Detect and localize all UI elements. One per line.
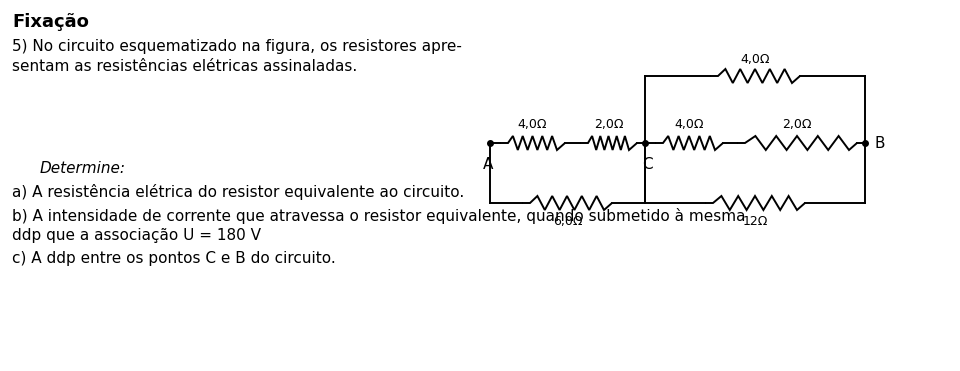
Text: A: A [483, 157, 493, 172]
Text: B: B [875, 135, 885, 151]
Text: 5) No circuito esquematizado na figura, os resistores apre-: 5) No circuito esquematizado na figura, … [12, 39, 462, 54]
Text: b) A intensidade de corrente que atravessa o resistor equivalente, quando submet: b) A intensidade de corrente que atraves… [12, 208, 746, 224]
Text: 2,0Ω: 2,0Ω [593, 118, 623, 131]
Text: 2,0Ω: 2,0Ω [782, 118, 812, 131]
Text: 4,0Ω: 4,0Ω [740, 53, 770, 66]
Text: sentam as resistências elétricas assinaladas.: sentam as resistências elétricas assinal… [12, 59, 357, 74]
Text: ddp que a associação U = 180 V: ddp que a associação U = 180 V [12, 228, 261, 243]
Text: 4,0Ω: 4,0Ω [517, 118, 547, 131]
Text: 6,0Ω: 6,0Ω [553, 215, 583, 228]
Text: c) A ddp entre os pontos C e B do circuito.: c) A ddp entre os pontos C e B do circui… [12, 251, 336, 266]
Text: a) A resistência elétrica do resistor equivalente ao circuito.: a) A resistência elétrica do resistor eq… [12, 184, 465, 200]
Text: Determine:: Determine: [40, 161, 126, 176]
Text: Fixação: Fixação [12, 13, 89, 31]
Text: 4,0Ω: 4,0Ω [674, 118, 704, 131]
Text: C: C [641, 157, 652, 172]
Text: 12Ω: 12Ω [742, 215, 768, 228]
